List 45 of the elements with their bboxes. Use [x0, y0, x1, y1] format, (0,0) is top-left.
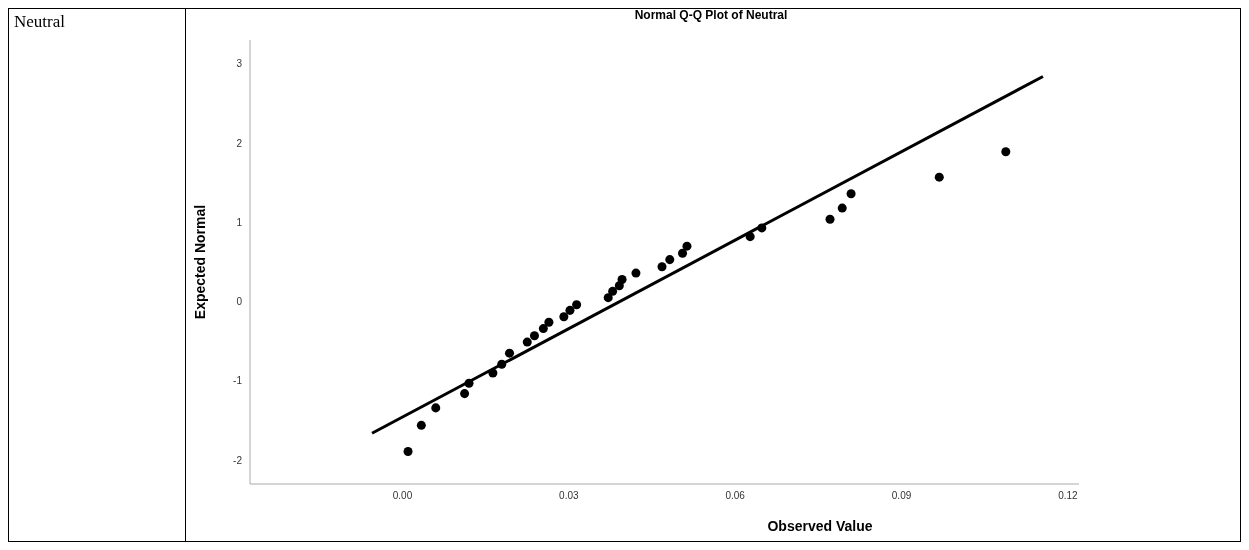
- point: [1001, 147, 1011, 157]
- point: [559, 312, 569, 322]
- x-tick-label: 0.09: [891, 490, 912, 502]
- point: [565, 305, 575, 315]
- point: [464, 378, 474, 388]
- point: [608, 286, 618, 296]
- point: [572, 300, 582, 310]
- point: [431, 403, 441, 413]
- point: [544, 317, 554, 327]
- point: [631, 268, 641, 278]
- point: [745, 232, 755, 242]
- point: [934, 172, 944, 182]
- point: [403, 446, 413, 456]
- point: [538, 324, 548, 334]
- point: [497, 359, 507, 369]
- y-axis-title: Expected Normal: [191, 204, 208, 320]
- point: [603, 293, 613, 303]
- point: [529, 331, 539, 341]
- x-axis-title: Observed Value: [766, 518, 874, 534]
- point: [617, 274, 627, 284]
- point: [460, 389, 470, 399]
- point: [825, 214, 835, 224]
- chart-title: Normal Q-Q Plot of Neutral: [633, 8, 789, 22]
- point: [682, 241, 692, 251]
- x-tick-label: 0.12: [1058, 490, 1079, 502]
- y-tick-label: 3: [236, 58, 243, 70]
- point: [505, 348, 515, 358]
- y-tick-label: 0: [236, 296, 243, 308]
- x-tick-label: 0.00: [392, 490, 413, 502]
- point: [522, 337, 532, 347]
- point: [488, 368, 498, 378]
- point: [846, 189, 856, 199]
- y-tick-label: -2: [233, 454, 243, 466]
- point: [837, 203, 847, 213]
- point: [416, 420, 426, 430]
- x-tick-label: 0.06: [725, 490, 746, 502]
- text: Neutral: [14, 12, 65, 32]
- point: [678, 248, 688, 258]
- x-tick-label: 0.03: [559, 490, 580, 502]
- point: [657, 262, 667, 272]
- point: [665, 255, 675, 265]
- y-tick-label: 2: [236, 137, 243, 149]
- y-tick-label: 1: [236, 216, 243, 228]
- y-tick-label: -1: [233, 375, 243, 387]
- point: [757, 223, 767, 233]
